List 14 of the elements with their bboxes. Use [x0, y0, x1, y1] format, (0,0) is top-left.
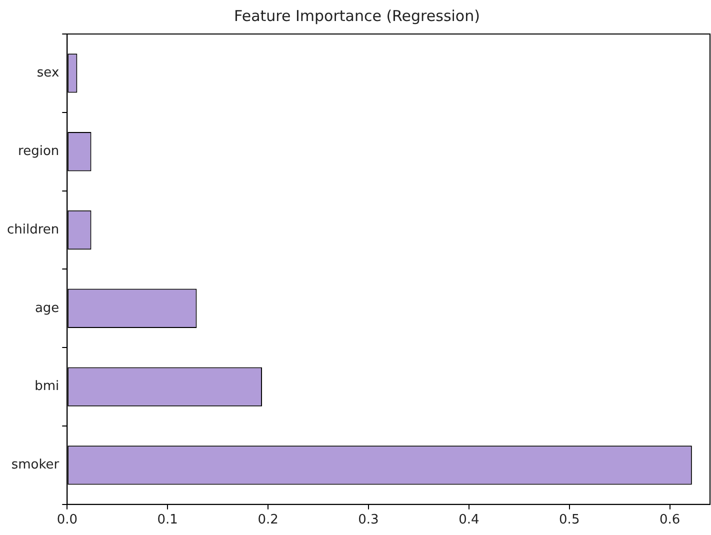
x-tick-label: 0.5	[559, 512, 580, 528]
y-tick-label: bmi	[34, 379, 60, 394]
x-tick-label: 0.4	[458, 512, 480, 528]
y-tick-label: children	[6, 222, 60, 238]
y-tick-label: region	[18, 144, 60, 159]
x-tick-label: 0.2	[258, 512, 278, 528]
chart-title: Feature Importance (Regression)	[234, 6, 480, 25]
x-tick-label: 0.0	[56, 512, 78, 528]
x-tick-label: 0.6	[659, 512, 680, 528]
y-tick-label: smoker	[11, 458, 60, 473]
y-tick-label: age	[34, 300, 60, 316]
x-tick-label: 0.1	[157, 512, 178, 528]
y-tick-label: sex	[36, 66, 60, 81]
x-tick-label: 0.3	[358, 512, 379, 528]
